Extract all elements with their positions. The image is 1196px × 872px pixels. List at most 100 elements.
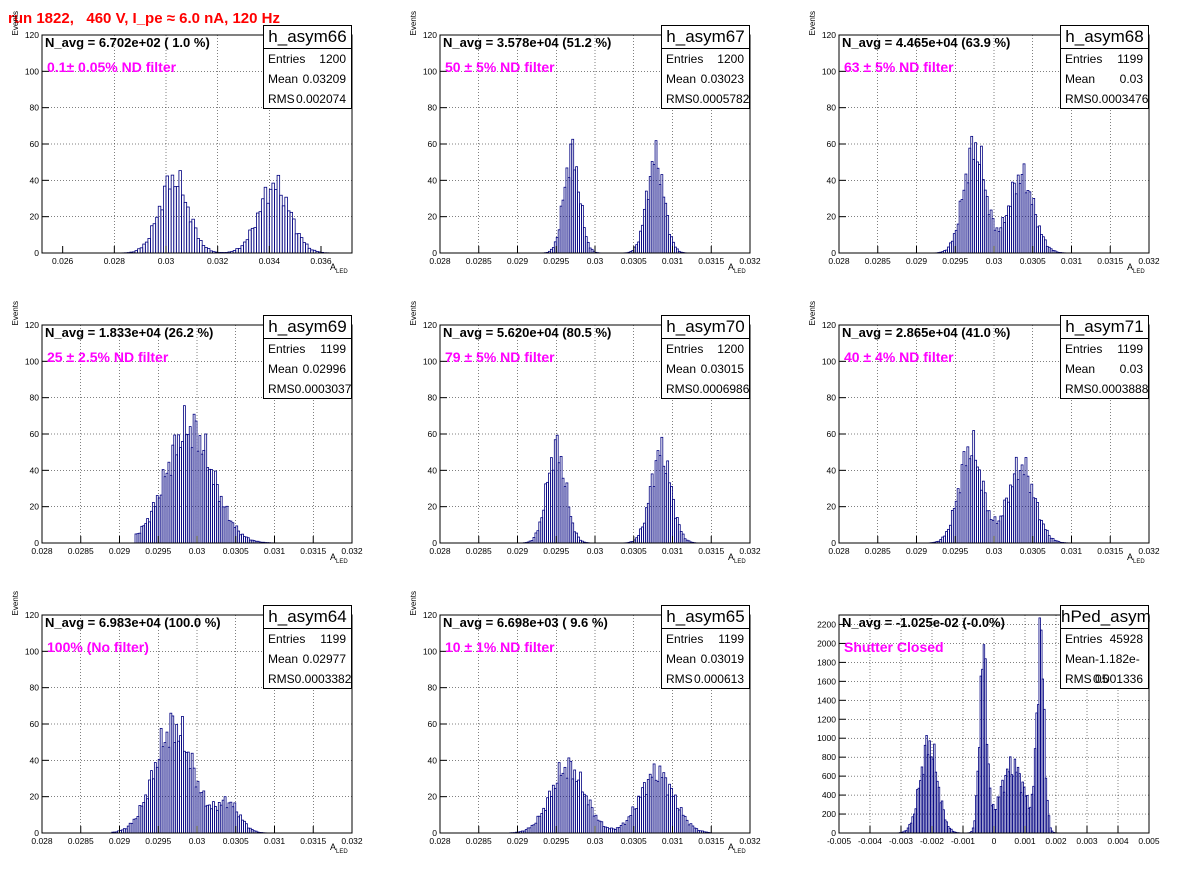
histogram-name: hPed_asym <box>1061 606 1151 629</box>
filter-label: 25 ± 2.5% ND filter <box>47 349 169 365</box>
stats-row-rms: RMS 0.001336 <box>1061 669 1148 689</box>
x-tick-label: 0.03 <box>587 546 604 556</box>
x-tick-label: 0.0315 <box>1097 256 1123 266</box>
x-tick-label: 0.031 <box>662 256 684 266</box>
y-tick-label: 100 <box>25 66 39 76</box>
histogram-plot: 0.026 0.028 0.03 0.032 0.034 0.036 0 20 40 60 80 10… <box>11 11 353 275</box>
navg-annotation: N_avg = 3.578e+04 (51.2 %) <box>443 35 612 50</box>
stats-box: h_asym68 Entries 1199 Mean 0.03 RMS 0.0003476 <box>1060 25 1149 109</box>
histogram-pad-h_asym64: 0.028 0.0285 0.029 0.0295 0.03 0.0305 0.031 0.0… <box>11 591 363 855</box>
x-tick-label: 0.0285 <box>466 836 492 846</box>
x-axis-label: ALED <box>330 842 348 855</box>
x-tick-label: 0.0285 <box>466 256 492 266</box>
x-tick-label: 0.031 <box>662 836 684 846</box>
stats-row-mean: Mean 0.03209 <box>264 69 351 89</box>
y-tick-label: 80 <box>827 103 837 113</box>
y-tick-label: 100 <box>423 356 437 366</box>
stats-value-entries: 1199 <box>320 342 346 356</box>
stats-label-mean: Mean <box>666 72 697 86</box>
x-tick-label: 0.002 <box>1045 836 1067 846</box>
stats-row-entries: Entries 1200 <box>264 49 351 69</box>
x-tick-label: 0.03 <box>986 546 1003 556</box>
stats-value-entries: 1199 <box>1117 342 1143 356</box>
y-tick-label: 1000 <box>817 733 836 743</box>
x-tick-label: -0.002 <box>920 836 944 846</box>
y-tick-label: 120 <box>25 320 39 330</box>
stats-label-entries: Entries <box>666 632 704 646</box>
y-tick-label: 80 <box>428 683 438 693</box>
histogram-pad-h_asym70: 0.028 0.0285 0.029 0.0295 0.03 0.0305 0.031 0.0… <box>409 301 761 565</box>
y-tick-label: 40 <box>428 465 438 475</box>
x-tick-label: 0.031 <box>1061 256 1083 266</box>
y-tick-label: 120 <box>822 320 836 330</box>
y-tick-label: 20 <box>30 212 40 222</box>
stats-row-mean: Mean 0.03 <box>1061 69 1148 89</box>
y-tick-label: 120 <box>423 610 437 620</box>
y-axis-label: Events <box>808 11 817 35</box>
filter-label: 0.1± 0.05% ND filter <box>47 59 177 75</box>
histogram-plot: 0.028 0.0285 0.029 0.0295 0.03 0.0305 0.031 0.0… <box>409 591 761 855</box>
x-tick-label: 0.026 <box>52 256 74 266</box>
stats-row-entries: Entries 1199 <box>264 629 351 649</box>
y-tick-label: 2200 <box>817 619 836 629</box>
stats-value-rms: 0.0005782 <box>692 92 750 106</box>
x-tick-label: 0.0305 <box>1020 256 1046 266</box>
x-tick-label: 0.034 <box>259 256 281 266</box>
stats-value-mean: 0.02977 <box>302 652 346 666</box>
y-tick-label: 1600 <box>817 676 836 686</box>
x-tick-label: 0.028 <box>31 836 53 846</box>
x-axis-label: ALED <box>330 262 348 275</box>
stats-row-mean: Mean 0.03 <box>1061 359 1148 379</box>
stats-label-entries: Entries <box>268 342 306 356</box>
x-tick-label: 0.03 <box>158 256 175 266</box>
filter-label: 63 ± 5% ND filter <box>844 59 954 75</box>
histogram-name: h_asym65 <box>662 606 749 629</box>
x-tick-label: 0.029 <box>109 546 131 556</box>
stats-label-mean: Mean <box>1065 362 1096 376</box>
y-tick-label: 0 <box>432 538 437 548</box>
stats-label-entries: Entries <box>268 632 306 646</box>
y-tick-label: 0 <box>34 248 39 258</box>
navg-annotation: N_avg = 5.620e+04 (80.5 %) <box>443 325 612 340</box>
y-tick-label: 20 <box>827 502 837 512</box>
histogram-pad-hPed_asym: -0.005 -0.004 -0.003 -0.002 -0.001 0 0.001 0.00… <box>817 605 1160 846</box>
stats-row-rms: RMS 0.002074 <box>264 89 351 109</box>
y-tick-label: 80 <box>30 683 40 693</box>
x-axis-label: ALED <box>728 842 746 855</box>
y-tick-label: 800 <box>822 752 836 762</box>
histogram-plot: 0.028 0.0285 0.029 0.0295 0.03 0.0305 0.031 0.0… <box>409 11 761 275</box>
filter-label: 40 ± 4% ND filter <box>844 349 954 365</box>
stats-row-mean: Mean 0.02996 <box>264 359 351 379</box>
x-tick-label: 0.0285 <box>68 546 94 556</box>
x-tick-label: 0.032 <box>207 256 229 266</box>
y-tick-label: 120 <box>423 320 437 330</box>
y-axis-label: Events <box>11 11 20 35</box>
x-axis-label: ALED <box>728 552 746 565</box>
stats-value-mean: 0.03 <box>1119 72 1143 86</box>
stats-label-rms: RMS <box>1065 672 1092 686</box>
x-tick-label: 0.029 <box>507 546 529 556</box>
x-tick-label: 0.0285 <box>865 256 891 266</box>
x-tick-label: 0.0295 <box>543 256 569 266</box>
x-tick-label: 0.029 <box>906 546 928 556</box>
x-tick-label: 0.032 <box>341 836 363 846</box>
stats-label-entries: Entries <box>1065 52 1103 66</box>
y-tick-label: 40 <box>428 175 438 185</box>
y-tick-label: 0 <box>831 828 836 838</box>
stats-label-mean: Mean <box>268 362 299 376</box>
stats-row-entries: Entries 1199 <box>264 339 351 359</box>
stats-value-rms: 0.0003476 <box>1091 92 1149 106</box>
stats-row-entries: Entries 1199 <box>1061 49 1148 69</box>
stats-box: h_asym69 Entries 1199 Mean 0.02996 RMS 0.00030… <box>263 315 352 399</box>
y-tick-label: 40 <box>428 755 438 765</box>
navg-annotation: N_avg = 2.865e+04 (41.0 %) <box>842 325 1011 340</box>
x-tick-label: 0.032 <box>739 546 761 556</box>
x-tick-label: 0.0305 <box>223 546 249 556</box>
stats-row-mean: Mean 0.03015 <box>662 359 749 379</box>
filter-label: 50 ± 5% ND filter <box>445 59 555 75</box>
stats-value-entries: 1199 <box>320 632 346 646</box>
y-tick-label: 1200 <box>817 714 836 724</box>
y-tick-label: 120 <box>25 30 39 40</box>
y-tick-label: 1400 <box>817 695 836 705</box>
stats-box: h_asym71 Entries 1199 Mean 0.03 RMS 0.0003888 <box>1060 315 1149 399</box>
